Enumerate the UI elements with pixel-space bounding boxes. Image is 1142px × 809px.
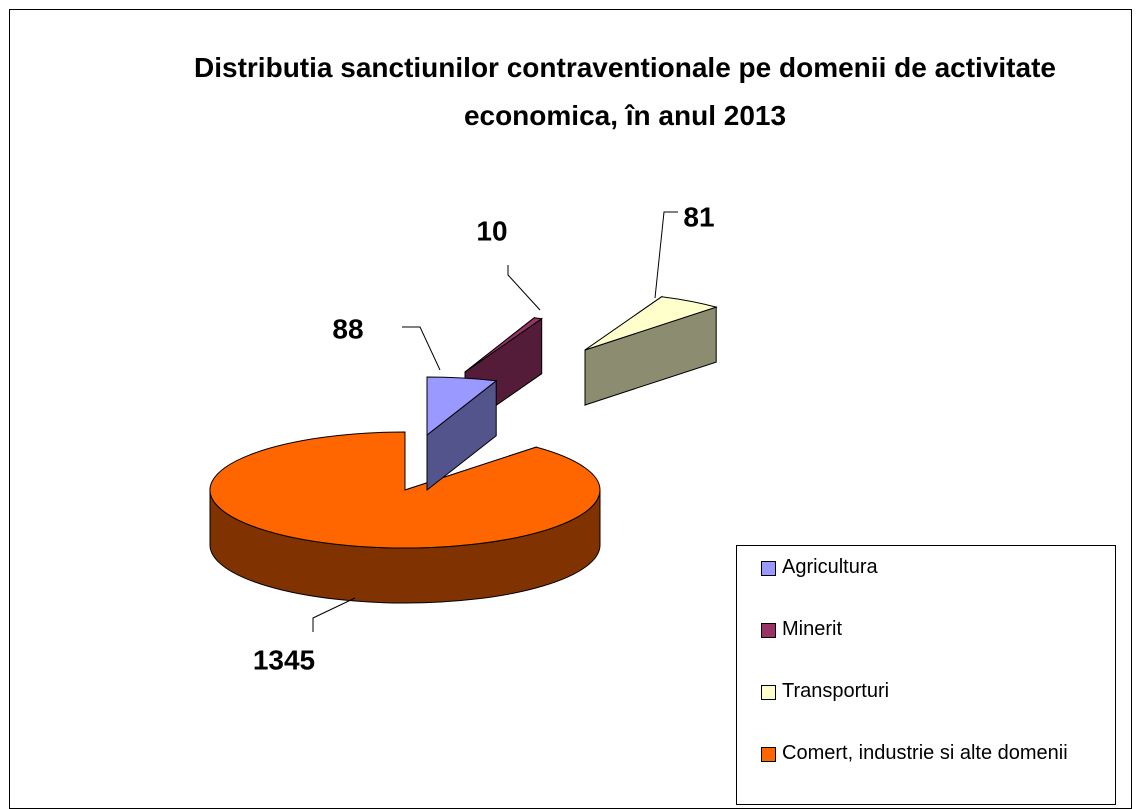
legend-swatch — [761, 685, 776, 700]
leader-line — [507, 265, 541, 311]
legend-item: Agricultura — [761, 552, 1115, 582]
legend-swatch — [761, 623, 776, 638]
slice — [426, 376, 498, 437]
legend-label: Transporturi — [782, 680, 890, 702]
legend-item: Comert, industrie si alte domenii — [761, 738, 1115, 768]
legend-item: Minerit — [761, 614, 1115, 644]
data-label: 10 — [476, 215, 507, 246]
slice — [584, 296, 718, 351]
legend-label: Minerit — [782, 618, 843, 640]
legend: Agricultura Minerit Transporturi Comert, in… — [736, 545, 1116, 805]
slice — [464, 317, 544, 373]
data-label: 1345 — [253, 644, 315, 675]
legend-item: Transporturi — [761, 676, 1115, 706]
leader-line — [312, 597, 356, 632]
legend-label: Comert, industrie si alte domenii — [782, 742, 1068, 764]
legend-swatch — [761, 561, 776, 576]
slice — [209, 431, 601, 549]
leader-line — [402, 326, 441, 371]
legend-swatch — [761, 747, 776, 762]
chart-title: Distributia sanctiunilor contraventional… — [194, 52, 1056, 131]
leader-line — [654, 211, 678, 299]
legend-label: Agricultura — [782, 556, 878, 578]
data-label: 81 — [683, 201, 714, 232]
data-label: 88 — [332, 313, 363, 344]
